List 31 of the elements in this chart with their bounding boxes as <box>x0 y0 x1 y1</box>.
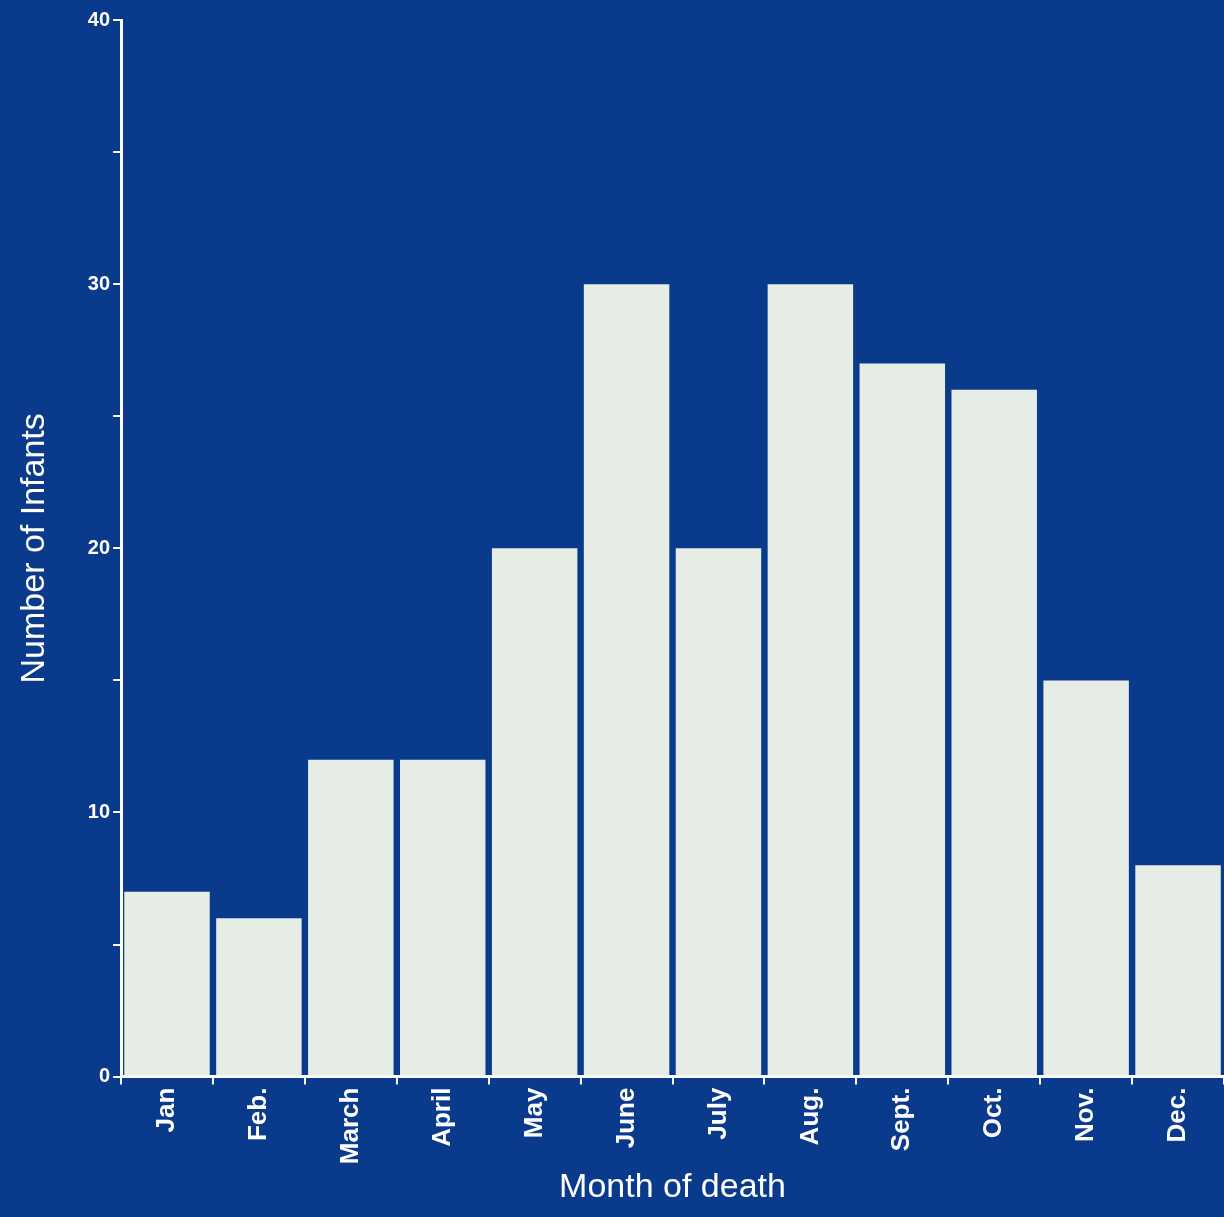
x-tick-label: May <box>517 1087 548 1139</box>
x-axis-title: Month of death <box>559 1165 786 1204</box>
x-tick-label: April <box>425 1087 456 1147</box>
bar <box>583 284 670 1076</box>
x-tick-label: Sept. <box>885 1087 916 1152</box>
bar <box>216 918 302 1076</box>
x-tick-label: June <box>609 1087 640 1149</box>
bar <box>951 389 1037 1076</box>
y-tick-label: 20 <box>87 535 111 558</box>
bar <box>400 759 486 1076</box>
bar <box>767 284 854 1076</box>
y-tick-label: 30 <box>87 271 111 294</box>
bar <box>124 891 210 1076</box>
y-tick-label: 40 <box>87 7 111 30</box>
y-tick-label: 0 <box>98 1064 111 1087</box>
y-axis-title: Number of Infants <box>12 413 51 684</box>
bar <box>1135 865 1221 1076</box>
x-tick-label: Oct. <box>977 1087 1008 1139</box>
x-tick-label: Feb. <box>242 1087 273 1142</box>
y-tick-label: 10 <box>87 799 111 822</box>
bar <box>859 363 946 1076</box>
x-tick-label: July <box>701 1087 732 1140</box>
x-tick-label: Aug. <box>793 1087 824 1146</box>
x-tick-label: Nov. <box>1069 1087 1100 1143</box>
bar <box>308 759 394 1076</box>
bar <box>491 548 578 1076</box>
bar <box>1043 680 1129 1076</box>
bar <box>675 548 762 1076</box>
x-tick-label: Dec. <box>1161 1087 1192 1143</box>
x-tick-label: March <box>334 1087 364 1165</box>
x-tick-label: Jan <box>150 1087 181 1133</box>
